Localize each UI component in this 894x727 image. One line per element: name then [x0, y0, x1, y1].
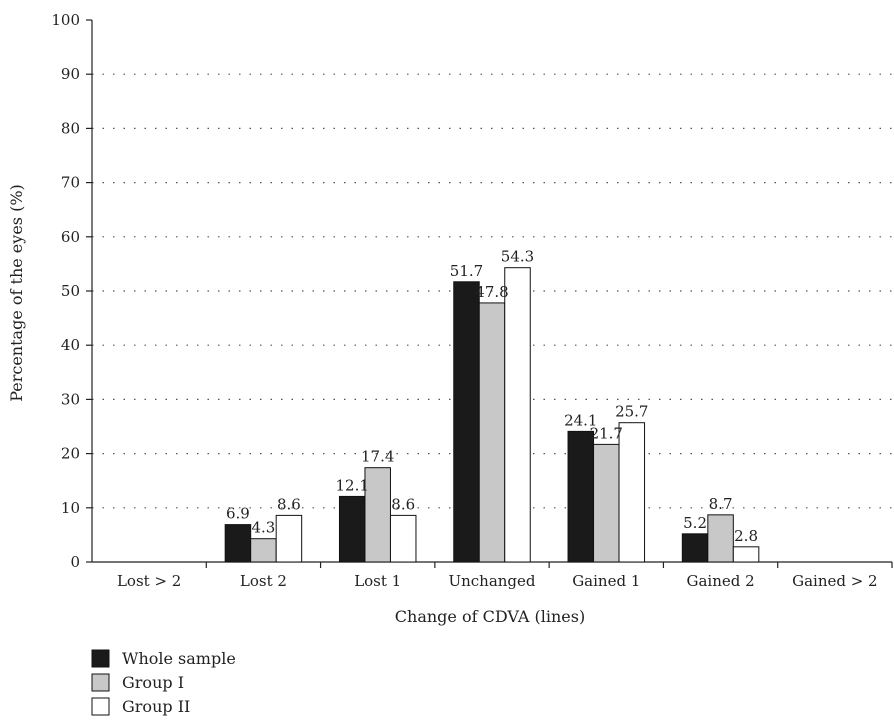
data-label: 24.1: [564, 411, 597, 429]
data-label: 12.1: [336, 476, 369, 494]
data-label: 54.3: [501, 248, 534, 266]
x-tick-label: Lost 1: [354, 572, 401, 590]
data-label: 47.8: [475, 283, 508, 301]
x-axis-label: Change of CDVA (lines): [395, 607, 585, 626]
bar: [275, 514, 303, 563]
bar: [732, 546, 760, 563]
bar: [389, 514, 417, 563]
y-tick-label: 40: [61, 336, 80, 354]
data-label: 2.8: [734, 527, 758, 545]
data-label: 8.6: [277, 495, 301, 513]
data-label: 8.7: [709, 495, 733, 513]
legend-label: Group I: [122, 673, 184, 692]
bar: [618, 422, 646, 563]
bar: [224, 524, 252, 563]
y-tick-label: 100: [51, 11, 80, 29]
data-label: 17.4: [361, 448, 394, 466]
bar: [504, 267, 531, 563]
y-tick-label: 30: [61, 390, 80, 408]
data-label: 21.7: [590, 424, 623, 442]
data-label: 8.6: [391, 495, 415, 513]
bars: [224, 267, 760, 563]
y-axis-label: Percentage of the eyes (%): [7, 184, 26, 402]
data-labels: 6.94.38.612.117.48.651.747.854.324.121.7…: [226, 248, 758, 545]
x-tick-label: Gained 2: [686, 572, 754, 590]
data-label: 25.7: [615, 403, 648, 421]
x-tick-label: Lost 2: [240, 572, 287, 590]
bar: [681, 533, 709, 563]
data-label: 4.3: [251, 519, 275, 537]
bar: [567, 430, 595, 563]
bar: [478, 302, 506, 563]
legend-swatch: [91, 673, 110, 692]
bar: [250, 538, 277, 563]
legend-label: Whole sample: [122, 649, 236, 668]
bar: [453, 281, 480, 563]
y-tick-label: 70: [61, 174, 80, 192]
data-label: 5.2: [683, 514, 707, 532]
bar: [707, 514, 734, 563]
data-label: 51.7: [450, 262, 483, 280]
y-tick-label: 60: [61, 228, 80, 246]
y-tick-label: 80: [61, 119, 80, 137]
legend-swatch: [91, 697, 110, 716]
y-tick-label: 50: [61, 282, 80, 300]
y-tick-label: 20: [61, 445, 80, 463]
legend-label: Group II: [122, 697, 190, 716]
y-tick-label: 0: [70, 553, 80, 571]
bar: [593, 443, 620, 563]
x-tick-label: Gained 1: [572, 572, 640, 590]
bar: [338, 495, 366, 563]
y-axis-ticks: 0 10 20 30 40 50 60 70 80 90 100: [51, 11, 92, 571]
y-tick-label: 90: [61, 65, 80, 83]
bar: [364, 467, 391, 563]
legend-swatch: [91, 649, 110, 668]
x-tick-label: Lost > 2: [117, 572, 181, 590]
y-tick-label: 10: [61, 499, 80, 517]
x-tick-label: Unchanged: [448, 572, 535, 590]
x-axis-ticks: Lost > 2 Lost 2 Lost 1 Unchanged Gained 1 Gai…: [117, 562, 893, 590]
x-tick-label: Gained > 2: [792, 572, 878, 590]
legend: Whole sample Group I Group II: [91, 649, 236, 716]
data-label: 6.9: [226, 505, 250, 523]
